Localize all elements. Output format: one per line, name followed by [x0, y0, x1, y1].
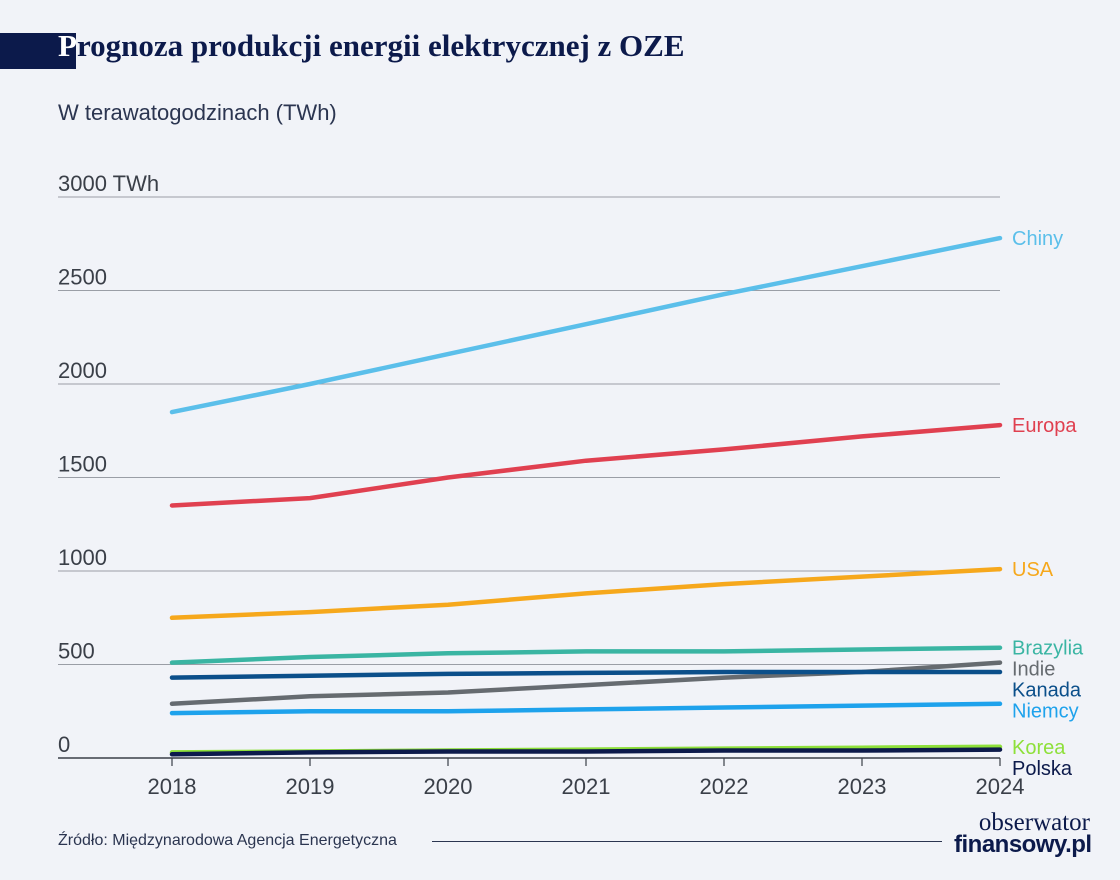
series-line-kanada [169, 669, 1003, 680]
series-label-kanada: Kanada [1012, 680, 1082, 702]
x-tick-label: 2022 [700, 774, 749, 799]
y-tick-label: 3000 TWh [58, 171, 159, 196]
series-label-polska: Polska [1012, 758, 1073, 780]
series-lines [169, 235, 1003, 757]
series-line-indie [169, 660, 1003, 707]
series-line-niemcy [169, 701, 1003, 716]
x-tick-label: 2023 [838, 774, 887, 799]
publisher-logo: obserwator finansowy.pl [954, 809, 1092, 858]
series-label-niemcy: Niemcy [1012, 701, 1079, 723]
x-tick-label: 2018 [148, 774, 197, 799]
series-label-chiny: Chiny [1012, 228, 1063, 250]
source-divider [432, 841, 942, 842]
y-tick-label: 1000 [58, 545, 107, 570]
grid-lines [58, 196, 1000, 759]
x-tick-label: 2021 [562, 774, 611, 799]
chart-title: Prognoza produkcji energii elektrycznej … [58, 28, 685, 63]
series-label-brazylia: Brazylia [1012, 638, 1084, 660]
series-label-korea: Korea [1012, 737, 1066, 759]
series-label-indie: Indie [1012, 659, 1055, 681]
series-line-chiny [169, 235, 1003, 415]
y-tick-label: 2500 [58, 265, 107, 290]
series-line-usa [169, 566, 1003, 621]
y-tick-label: 2000 [58, 358, 107, 383]
axis-labels: 0 500 1000 1500 2000 2500 3000 TWh 2018 2019 2020… [58, 171, 1024, 799]
y-tick-label: 500 [58, 639, 95, 664]
source-note: Źródło: Międzynarodowa Agencja Energetyc… [58, 832, 397, 849]
logo-line-1: obserwator [978, 809, 1090, 836]
x-tick-label: 2024 [976, 774, 1025, 799]
x-tick-label: 2019 [286, 774, 335, 799]
series-line-europa [169, 422, 1003, 508]
x-tick-label: 2020 [424, 774, 473, 799]
series-line-polska [169, 747, 1003, 757]
chart-subtitle: W terawatogodzinach (TWh) [58, 100, 337, 125]
series-label-usa: USA [1012, 559, 1054, 581]
series-label-europa: Europa [1012, 415, 1077, 437]
y-tick-label: 0 [58, 732, 70, 757]
logo-line-2: finansowy.pl [954, 831, 1092, 858]
title-accent-bar [0, 33, 76, 69]
y-tick-label: 1500 [58, 452, 107, 477]
series-line-brazylia [169, 645, 1003, 665]
